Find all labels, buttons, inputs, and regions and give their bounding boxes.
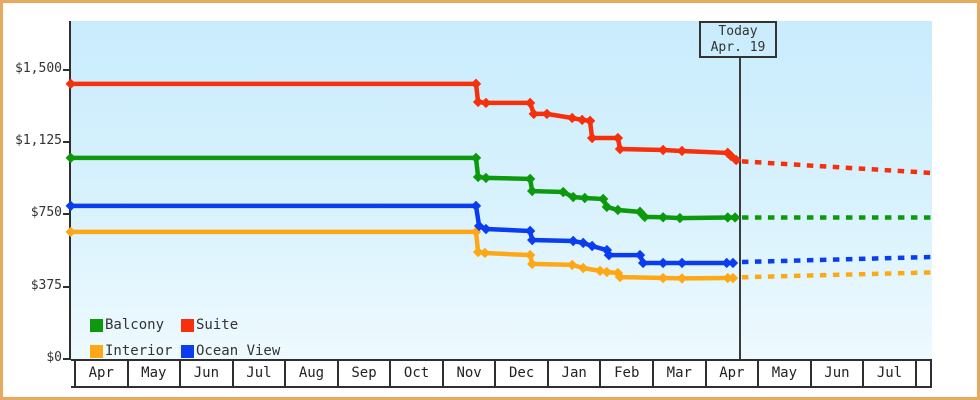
today-vertical-line <box>739 57 741 359</box>
legend-label: Interior <box>105 343 173 359</box>
legend-swatch-icon <box>181 318 194 332</box>
legend-item-interior: Interior <box>90 343 181 359</box>
y-axis-tick-label: $1,125 <box>15 133 62 149</box>
y-axis-tick-mark <box>63 141 70 144</box>
y-axis-tick-label: $1,500 <box>15 60 62 76</box>
x-axis-month-cell: Apr <box>704 361 758 386</box>
x-axis-partial-cell <box>914 361 932 386</box>
legend-item-balcony: Balcony <box>90 317 181 333</box>
x-axis-month-cell: Nov <box>441 361 495 386</box>
x-axis-month-cell: Feb <box>599 361 652 386</box>
y-axis-tick-mark <box>63 285 70 288</box>
today-callout-box: Today Apr. 19 <box>699 21 777 58</box>
legend-label: Suite <box>196 317 239 333</box>
y-axis-tick-label: $0 <box>46 350 62 365</box>
y-axis-tick-mark <box>63 358 70 360</box>
x-axis-month-cell: Jan <box>546 361 600 386</box>
x-axis-month-cell: Apr <box>74 361 127 386</box>
x-axis-month-cell: Aug <box>284 361 337 386</box>
today-label: Today <box>718 24 758 39</box>
y-axis-tick-mark <box>63 68 70 71</box>
x-axis-month-cell: Jul <box>231 361 285 386</box>
legend: Balcony Suite Interior Ocean View <box>90 312 280 364</box>
x-axis-month-cell: Jul <box>862 361 915 386</box>
legend-swatch-icon <box>181 344 194 358</box>
plot-area <box>71 21 932 359</box>
today-date: Apr. 19 <box>710 40 766 55</box>
x-axis-month-cell: Oct <box>389 361 442 386</box>
x-axis-month-cell: Jun <box>179 361 232 386</box>
legend-label: Balcony <box>105 317 165 333</box>
x-axis-month-cell: Sep <box>336 361 390 386</box>
legend-label: Ocean View <box>196 343 281 359</box>
x-axis-month-cell: May <box>126 361 180 386</box>
x-axis-month-cell: Jun <box>809 361 863 386</box>
y-axis-tick-label: $750 <box>30 205 62 221</box>
x-axis-month-row: Apr May Jun Jul Aug Sep Oct Nov Dec Jan Feb Mar Apr M… <box>71 359 932 388</box>
legend-swatch-icon <box>90 318 103 332</box>
x-axis-month-cell: May <box>757 361 810 386</box>
legend-item-suite: Suite <box>181 317 280 333</box>
y-axis-tick-mark <box>63 213 70 216</box>
y-axis-line <box>69 21 71 360</box>
x-axis-month-cell: Mar <box>652 361 705 386</box>
legend-swatch-icon <box>90 344 103 358</box>
y-axis-tick-label: $375 <box>30 277 62 293</box>
x-axis-month-cell: Dec <box>494 361 547 386</box>
legend-item-ocean-view: Ocean View <box>181 343 280 359</box>
